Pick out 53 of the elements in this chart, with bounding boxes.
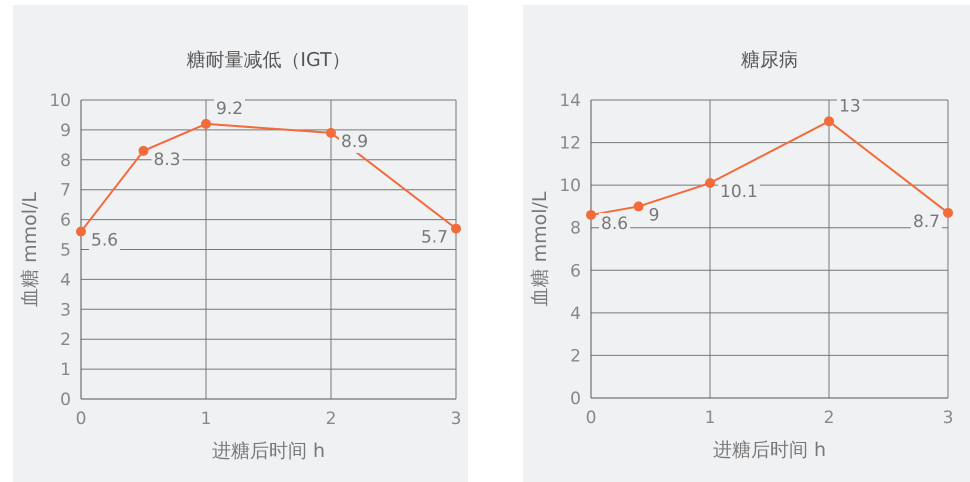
x-axis-title: 进糖后时间 h bbox=[712, 439, 826, 461]
y-tick-label: 8 bbox=[570, 218, 581, 239]
chart-title: 糖尿病 bbox=[741, 49, 798, 71]
point bbox=[201, 118, 211, 129]
x-tick-label: 3 bbox=[942, 408, 954, 428]
x-tick-label: 0 bbox=[76, 409, 86, 429]
point bbox=[138, 146, 148, 156]
y-tick-label: 1 bbox=[60, 360, 71, 380]
y-tick-label: 9 bbox=[60, 120, 71, 141]
x-tick-label: 0 bbox=[586, 408, 596, 428]
data-label: 5.6 bbox=[91, 230, 118, 251]
y-tick-label: 4 bbox=[60, 270, 71, 290]
point bbox=[326, 128, 336, 138]
x-tick-label: 2 bbox=[326, 409, 336, 429]
x-tick-label: 3 bbox=[450, 409, 462, 429]
data-label: 10.1 bbox=[720, 182, 758, 202]
y-tick-label: 10 bbox=[559, 176, 581, 196]
data-label: 9.2 bbox=[216, 98, 244, 119]
data-label: 9 bbox=[648, 205, 660, 226]
y-tick-label: 2 bbox=[570, 346, 581, 366]
x-tick-label: 1 bbox=[704, 408, 716, 428]
data-label: 8.3 bbox=[154, 150, 181, 170]
x-tick-label: 2 bbox=[824, 408, 834, 428]
chart-title: 糖耐量减低（IGT） bbox=[186, 49, 351, 71]
point bbox=[451, 224, 461, 234]
data-label: 8.9 bbox=[341, 132, 368, 152]
y-tick-label: 5 bbox=[60, 240, 71, 260]
point bbox=[943, 208, 953, 218]
y-tick-label: 14 bbox=[559, 91, 581, 111]
y-axis-title: 血糖 mmol/L bbox=[19, 192, 41, 307]
y-tick-label: 3 bbox=[60, 300, 71, 320]
y-tick-label: 0 bbox=[60, 390, 71, 410]
y-tick-label: 4 bbox=[570, 304, 581, 324]
y-tick-label: 8 bbox=[60, 150, 71, 171]
y-tick-label: 6 bbox=[60, 210, 71, 231]
y-tick-label: 0 bbox=[570, 389, 581, 409]
y-tick-label: 10 bbox=[49, 91, 71, 111]
data-label: 8.6 bbox=[601, 214, 628, 234]
y-tick-label: 2 bbox=[60, 330, 71, 350]
point bbox=[705, 178, 715, 188]
point bbox=[76, 226, 86, 237]
point bbox=[824, 116, 834, 126]
y-tick-label: 7 bbox=[60, 180, 71, 201]
x-tick-label: 1 bbox=[200, 409, 212, 429]
data-label: 5.7 bbox=[420, 228, 448, 248]
y-axis-title: 血糖 mmol/L bbox=[529, 191, 551, 306]
point bbox=[586, 210, 596, 220]
data-label: 13 bbox=[839, 96, 861, 116]
y-tick-label: 6 bbox=[570, 261, 581, 282]
y-tick-label: 12 bbox=[559, 134, 581, 154]
x-axis-title: 进糖后时间 h bbox=[212, 440, 326, 462]
data-label: 8.7 bbox=[912, 212, 940, 232]
point bbox=[634, 201, 644, 212]
